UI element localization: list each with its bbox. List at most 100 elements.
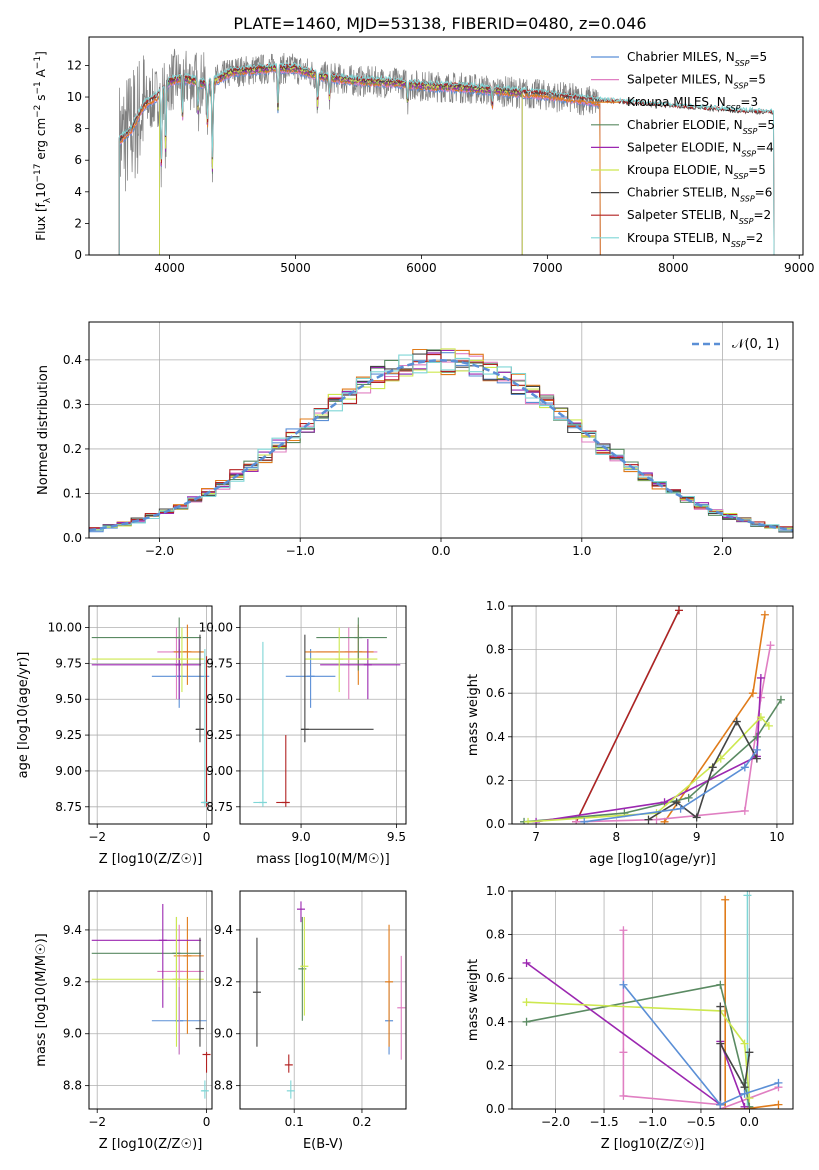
point-marker: [619, 1091, 628, 1100]
point-marker: [524, 817, 533, 824]
y-tick-label: 9.0: [214, 1027, 233, 1041]
point-marker: [774, 1100, 783, 1109]
series-line-8: [584, 749, 758, 823]
point-marker: [745, 1094, 754, 1103]
y-tick-label: 10.00: [199, 621, 233, 635]
y-tick-label: 9.00: [55, 764, 82, 778]
point-marker: [716, 1039, 725, 1048]
legend-nssp-value: 4: [766, 140, 774, 154]
legend-nssp-sub: SSP: [734, 81, 749, 90]
legend-nssp-prefix: , N: [722, 208, 739, 222]
point-marker: [740, 1089, 749, 1098]
legend-entry: Salpeter MILES, NSSP=5: [627, 73, 766, 91]
y-tick-label: 0.2: [486, 773, 505, 787]
x-axis-label: Z [log10(Z/Z☉)]: [99, 852, 203, 867]
legend-nssp-value: 3: [750, 95, 758, 109]
point-marker: [619, 980, 628, 989]
legend-nssp-prefix: , N: [726, 118, 743, 132]
y-tick-label: 9.00: [206, 764, 233, 778]
point-marker: [752, 732, 761, 741]
y-tick-label: 2: [74, 216, 82, 230]
y-tick-label: 9.0: [63, 1027, 82, 1041]
series-line-7: [622, 984, 779, 1106]
x-tick-label: 8000: [658, 261, 689, 275]
massweight_vs_age-panel: 7 8 9 10 0.0 0.2 0.4 0.6 0.8 1.0 age [log10(age/yr…: [466, 599, 794, 867]
legend-label: Chabrier STELIB: [627, 186, 723, 200]
y-axis-label: Normed distribution: [36, 365, 51, 495]
y-axis-label-part: −1: [33, 81, 43, 94]
point-marker: [716, 1002, 725, 1011]
point-marker: [756, 693, 765, 702]
residuals-panel: −2.0 −1.0 0.0 1.0 2.0 0.0 0.1 0.2 0.3 0.4 𝒩(0, 1) N…: [36, 321, 794, 558]
x-tick-label: 8: [613, 830, 621, 844]
axes-frame: [511, 605, 794, 825]
legend-nssp-prefix: , N: [709, 95, 726, 109]
y-tick-label: 1.0: [486, 599, 505, 613]
legend-nssp-sub: SSP: [739, 217, 754, 226]
x-tick-label: 7000: [532, 261, 563, 275]
normal-curve: [88, 359, 794, 532]
legend-entry: Salpeter STELIB, NSSP=2: [627, 208, 771, 226]
x-axis-label: Z [log10(Z/Z☉)]: [99, 1137, 203, 1152]
legend-nssp-prefix: , N: [717, 73, 734, 87]
legend-nssp-eq: =: [753, 208, 763, 222]
y-tick-label: 9.50: [55, 692, 82, 706]
point-marker: [732, 717, 741, 726]
point-marker: [674, 606, 683, 615]
x-tick-label: 0.2: [352, 1115, 371, 1129]
legend-nssp-eq: =: [740, 95, 750, 109]
y-tick-label: 12: [67, 58, 82, 72]
x-tick-label: −2.0: [541, 1115, 570, 1129]
legend-nssp-eq: =: [748, 73, 758, 87]
y-axis-label: mass weight: [466, 674, 481, 756]
y-tick-label: 9.4: [214, 923, 233, 937]
y-tick-label: 9.2: [214, 975, 233, 989]
y-axis-label-part: erg cm: [34, 118, 48, 164]
y-axis-label-part: ]: [34, 51, 48, 56]
y-tick-label: 8.75: [55, 800, 82, 814]
y-axis-label-part: Flux [f: [34, 202, 48, 240]
point-marker: [619, 1048, 628, 1057]
legend-nssp-value: 5: [758, 73, 766, 87]
point-marker: [522, 958, 531, 967]
point-marker: [760, 610, 769, 619]
axes-frame: [88, 890, 213, 1110]
y-axis-label-part: s: [34, 95, 48, 105]
y-tick-label: 0.0: [486, 817, 505, 831]
y-axis-label: mass weight: [466, 959, 481, 1041]
legend-entry: Chabrier MILES, NSSP=5: [627, 50, 767, 68]
legend-nssp-sub: SSP: [735, 59, 750, 68]
legend-nssp-value: 2: [764, 208, 772, 222]
series-line-4: [526, 962, 746, 1108]
x-tick-label: −1.0: [286, 544, 315, 558]
legend-nssp-value: 5: [767, 118, 775, 132]
y-tick-label: 0.8: [486, 928, 505, 942]
point-marker: [776, 695, 785, 704]
x-tick-label: 6000: [406, 261, 437, 275]
legend-nssp-sub: SSP: [726, 104, 741, 113]
y-tick-label: 0.8: [486, 643, 505, 657]
axes-frame: [239, 890, 407, 1110]
histogram-8: [89, 354, 793, 532]
point-marker: [522, 1017, 531, 1026]
legend-nssp-eq: =: [756, 140, 766, 154]
y-tick-label: 8.8: [214, 1079, 233, 1093]
point-marker: [748, 689, 757, 698]
y-tick-label: 0.0: [486, 1102, 505, 1116]
series-line-3: [526, 983, 751, 1107]
legend-label: Chabrier ELODIE: [627, 118, 726, 132]
x-tick-label: 0: [203, 1115, 211, 1129]
axes-frame: [88, 605, 213, 825]
legend-nssp-value: 5: [758, 163, 766, 177]
legend-label: Salpeter ELODIE: [627, 140, 725, 154]
point-marker: [708, 763, 717, 772]
y-axis-label-part: −2: [33, 105, 43, 118]
x-tick-label: −2.0: [145, 544, 174, 558]
legend-nssp-value: 6: [765, 186, 773, 200]
x-tick-label: 0.1: [285, 1115, 304, 1129]
y-tick-label: 8.75: [206, 800, 233, 814]
y-axis-label: mass [log10(M/M☉)]: [34, 933, 49, 1066]
legend-label: Salpeter MILES: [627, 73, 717, 87]
spectrum-model-7: [118, 63, 775, 255]
x-axis-label: mass [log10(M/M☉)]: [256, 852, 389, 867]
